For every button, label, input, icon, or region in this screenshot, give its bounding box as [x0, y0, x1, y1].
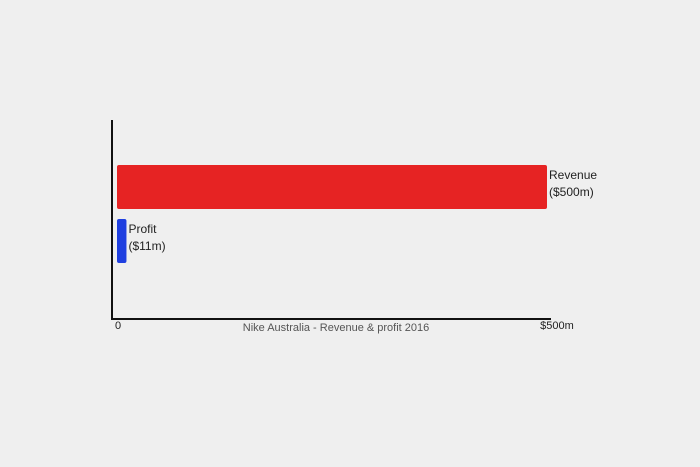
x-tick-label-1: $500m — [540, 320, 574, 332]
x-tick-label-0: 0 — [115, 320, 121, 332]
bars-layer — [117, 165, 547, 263]
bar-revenue — [117, 165, 547, 209]
data-label-profit-value: ($11m) — [128, 239, 165, 253]
data-label-revenue-value: ($500m) — [549, 185, 594, 199]
bar-profit — [117, 219, 127, 263]
x-axis-title: Nike Australia - Revenue & profit 2016 — [243, 322, 430, 334]
x-tick-labels: 0 $500m — [115, 320, 574, 332]
data-label-profit-name: Profit — [128, 222, 157, 236]
data-label-revenue-name: Revenue — [549, 168, 597, 182]
data-labels-layer: Revenue ($500m) Profit ($11m) — [128, 168, 597, 253]
